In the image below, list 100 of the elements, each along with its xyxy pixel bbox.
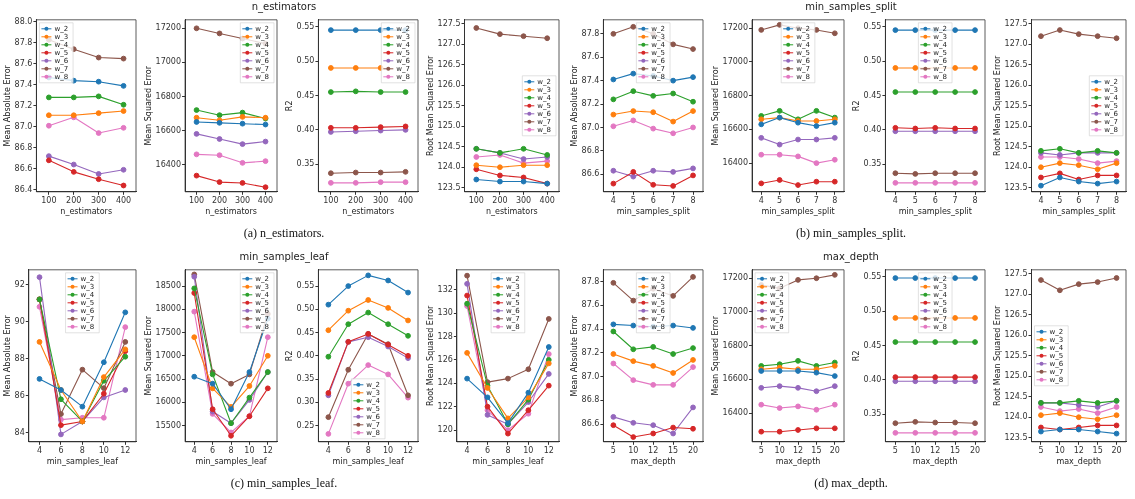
y-tick-label: 0.40 (296, 350, 315, 360)
y-tick-label: 87.2 (14, 100, 33, 110)
y-tick-label: 87.4 (581, 324, 600, 334)
y-tick-label: 17000 (155, 350, 182, 360)
x-tick-label: 20 (969, 445, 981, 455)
y-tick-label: 125.0 (1004, 371, 1028, 381)
x-tick-label: 200 (348, 195, 364, 205)
y-tick-label: 125.5 (437, 100, 461, 110)
x-axis-title: min_samples_split (898, 207, 972, 217)
x-tick-label: 12 (792, 445, 804, 455)
x-axis-title: min_samples_leaf (472, 457, 544, 467)
y-tick-label: 126.5 (1004, 309, 1028, 319)
y-tick-label: 87.4 (581, 75, 600, 85)
x-axis-title: min_samples_split (616, 207, 690, 217)
y-tick-label: 0.50 (863, 306, 882, 316)
y-tick-label: 86.8 (581, 145, 600, 155)
x-tick-label: 8 (690, 195, 696, 205)
x-tick-label: 4 (464, 445, 470, 455)
y-tick-label: 126.5 (437, 59, 461, 69)
y-tick-label: 0.45 (296, 90, 315, 100)
x-tick-label: 6 (650, 195, 656, 205)
x-tick-label: 8 (972, 195, 978, 205)
y-tick-label: 0.35 (863, 409, 882, 419)
x-tick-label: 4 (610, 195, 616, 205)
x-tick-label: 12 (930, 445, 941, 455)
x-tick-label: 6 (484, 445, 491, 455)
y-tick-label: 18000 (155, 304, 182, 314)
y-tick-label: 124.5 (1004, 141, 1028, 151)
x-tick-label: 20 (687, 445, 699, 455)
x-axis-title: n_estimators (205, 207, 257, 217)
x-tick-label: 10 (774, 445, 785, 455)
y-tick-label: 0.55 (863, 21, 882, 31)
y-tick-label: 87.0 (581, 122, 600, 132)
y-axis-title: Mean Absolute Error (2, 64, 12, 147)
y-tick-label: 124.0 (1004, 162, 1028, 172)
y-tick-label: 124.0 (437, 162, 461, 172)
y-tick-label: 87.8 (581, 28, 600, 38)
y-axis-title: Mean Squared Error (143, 315, 153, 396)
y-tick-label: 127.0 (437, 39, 461, 49)
y-tick-label: 16800 (155, 91, 182, 101)
text: (a) n_estimators. (242, 226, 326, 240)
y-tick-label: 0.30 (296, 397, 315, 407)
y-tick-label: 86.8 (581, 395, 600, 405)
y-tick-label: 0.55 (296, 281, 315, 291)
x-tick-label: 5 (630, 195, 636, 205)
y-tick-label: 124 (437, 378, 453, 388)
x-tick-label: 4 (191, 445, 197, 455)
x-axis-title: max_depth (630, 457, 676, 467)
x-tick-label: 12 (120, 445, 131, 455)
y-tick-label: 127.0 (1004, 39, 1028, 49)
y-tick-label: 16400 (722, 408, 749, 418)
y-axis-title: Mean Absolute Error (569, 64, 579, 147)
x-tick-label: 8 (79, 445, 85, 455)
y-tick-label: 0.45 (863, 90, 882, 100)
x-tick-label: 100 (468, 195, 484, 205)
x-tick-label: 12 (543, 445, 554, 455)
y-tick-label: 17200 (155, 23, 182, 33)
y-tick-label: 0.25 (296, 420, 315, 430)
x-tick-label: 12 (1073, 445, 1084, 455)
y-tick-label: 0.35 (296, 159, 315, 169)
x-tick-label: 10 (98, 445, 109, 455)
x-tick-label: 8 (365, 445, 371, 455)
x-tick-label: 10 (628, 445, 639, 455)
y-tick-label: 124.0 (1004, 412, 1028, 422)
y-tick-label: 124.5 (437, 141, 461, 151)
y-tick-label: 15500 (155, 420, 182, 430)
y-tick-label: 86.8 (14, 142, 33, 152)
x-tick-label: 6 (795, 195, 801, 205)
x-tick-label: 5 (777, 195, 783, 205)
x-tick-label: 15 (811, 445, 822, 455)
x-tick-label: 15 (668, 445, 679, 455)
x-tick-label: 5 (892, 445, 898, 455)
x-tick-label: 20 (1111, 445, 1122, 455)
y-tick-label: 86 (14, 390, 25, 400)
y-tick-label: 0.35 (863, 159, 882, 169)
x-tick-label: 200 (211, 195, 228, 205)
y-tick-label: 87.6 (14, 58, 33, 68)
x-tick-label: 100 (188, 195, 205, 205)
y-tick-label: 120 (437, 425, 453, 435)
text: (b) min_samples_split. (795, 226, 907, 240)
y-tick-label: 123.5 (1004, 182, 1028, 192)
x-tick-label: 5 (758, 445, 764, 455)
y-tick-label: 86.6 (581, 419, 600, 429)
y-tick-label: 17500 (155, 327, 182, 337)
y-tick-label: 16400 (722, 158, 749, 168)
x-tick-label: 300 (515, 195, 532, 205)
y-tick-label: 16600 (722, 124, 749, 134)
y-axis-title: Mean Absolute Error (569, 314, 579, 397)
x-tick-label: 10 (383, 445, 394, 455)
y-tick-label: 0.40 (863, 124, 882, 134)
y-axis-title: R2 (284, 100, 294, 112)
x-tick-label: 10 (1054, 445, 1065, 455)
x-tick-label: 12 (402, 445, 414, 455)
y-axis-title: Root Mean Squared Error (425, 304, 435, 406)
x-axis-title: min_samples_split (761, 207, 835, 217)
x-axis-title: min_samples_split (1042, 207, 1116, 217)
y-axis-title: Mean Squared Error (710, 315, 720, 396)
y-tick-label: 87.8 (14, 37, 33, 47)
x-tick-label: 10 (523, 445, 534, 455)
x-tick-label: 6 (1076, 195, 1082, 205)
